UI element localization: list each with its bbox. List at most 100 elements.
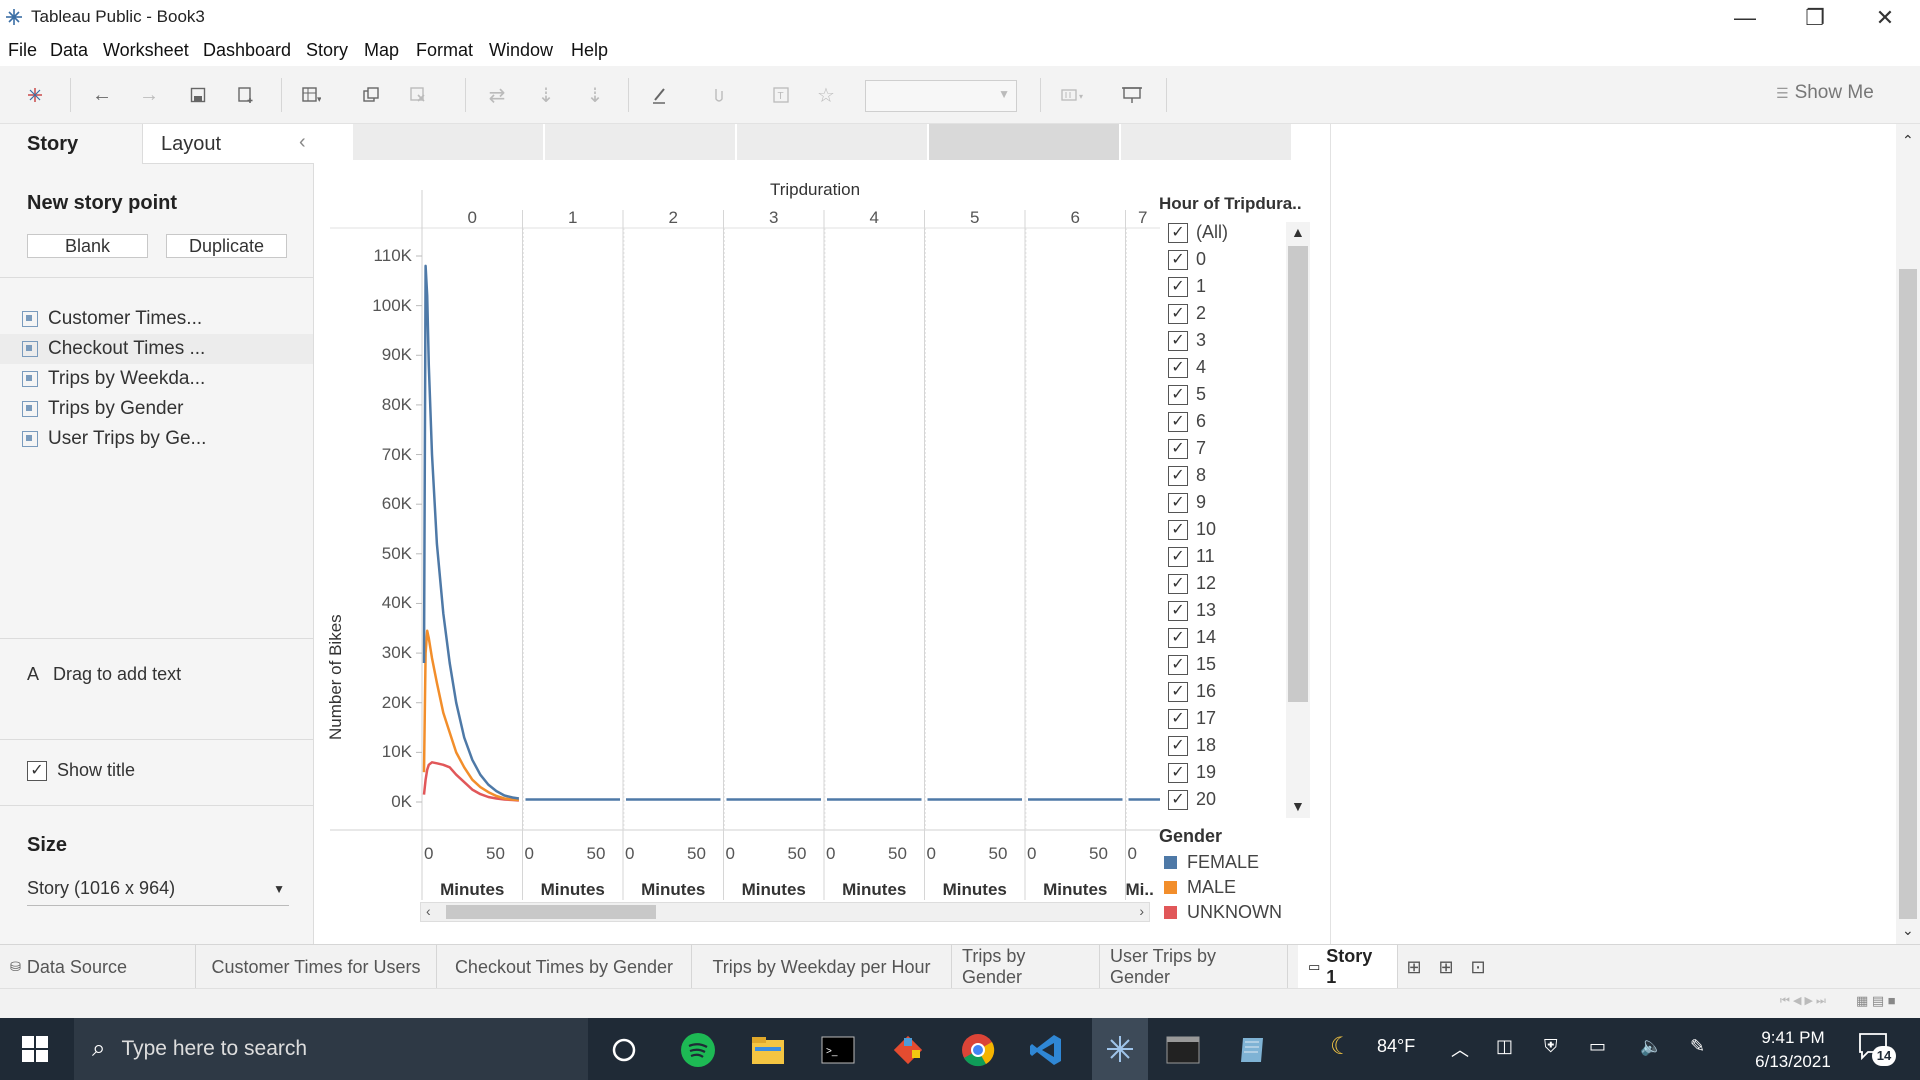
new-story-tab-icon[interactable]: ⊡: [1470, 956, 1486, 977]
filter-item-1[interactable]: ✓ 1: [1168, 276, 1206, 297]
tab-customer-times-for-users[interactable]: Customer Times for Users: [196, 945, 437, 989]
menu-window[interactable]: Window: [489, 40, 554, 60]
save-icon[interactable]: [185, 82, 211, 108]
filter-item-18[interactable]: ✓ 18: [1168, 735, 1216, 756]
checkbox-checked-icon[interactable]: ✓: [1168, 330, 1188, 351]
filter-item-2[interactable]: ✓ 2: [1168, 303, 1206, 324]
sheet-item-checkout-times[interactable]: Checkout Times ...: [0, 334, 313, 364]
filter-item-all[interactable]: ✓ (All): [1168, 222, 1228, 243]
weather-moon-icon[interactable]: ☾: [1330, 1033, 1352, 1060]
sheet-item-trips-by-weekday[interactable]: Trips by Weekda...: [22, 364, 205, 394]
menu-file[interactable]: File: [8, 40, 38, 60]
checkbox-checked-icon[interactable]: ✓: [1168, 519, 1188, 540]
tab-nav-arrows-icon[interactable]: ⏮ ◀ ▶ ⏭: [1780, 995, 1826, 1007]
filter-item-3[interactable]: ✓ 3: [1168, 330, 1206, 351]
chrome-icon[interactable]: [958, 1030, 998, 1070]
filter-item-9[interactable]: ✓ 9: [1168, 492, 1206, 513]
sheet-item-customer-times[interactable]: Customer Times...: [22, 304, 202, 334]
checkbox-checked-icon[interactable]: ✓: [1168, 546, 1188, 567]
main-scrollbar-thumb[interactable]: [1899, 269, 1917, 919]
checkbox-checked-icon[interactable]: ✓: [1168, 654, 1188, 675]
fit-combo[interactable]: ▼: [865, 80, 1017, 112]
tableau-taskbar-icon[interactable]: [1092, 1018, 1148, 1080]
clock[interactable]: 9:41 PM 6/13/2021: [1738, 1026, 1848, 1074]
sheet-item-user-trips-by-gender[interactable]: User Trips by Ge...: [22, 424, 206, 454]
weather-temperature[interactable]: 84°F: [1377, 1036, 1416, 1056]
filter-item-16[interactable]: ✓ 16: [1168, 681, 1216, 702]
show-me-button[interactable]: ☰ Show Me: [1776, 82, 1874, 104]
add-datasource-icon[interactable]: [233, 82, 259, 108]
file-explorer-icon[interactable]: [748, 1030, 788, 1070]
checkbox-checked-icon[interactable]: ✓: [1168, 789, 1188, 810]
fix-axes-icon[interactable]: ☆: [817, 84, 835, 107]
menu-dashboard[interactable]: Dashboard: [203, 40, 292, 60]
checkbox-checked-icon[interactable]: ✓: [1168, 276, 1188, 297]
checkbox-checked-icon[interactable]: ✓: [1168, 357, 1188, 378]
notification-center-icon[interactable]: 14: [1858, 1032, 1898, 1068]
filter-item-7[interactable]: ✓ 7: [1168, 438, 1206, 459]
cmd-icon[interactable]: [1163, 1030, 1203, 1070]
git-kraken-icon[interactable]: [888, 1030, 928, 1070]
new-worksheet-icon[interactable]: ▾: [298, 82, 324, 108]
tab-data-source[interactable]: ⛁ Data Source: [0, 945, 196, 989]
checkbox-checked-icon[interactable]: ✓: [1168, 492, 1188, 513]
filter-item-13[interactable]: ✓ 13: [1168, 600, 1216, 621]
filter-item-19[interactable]: ✓ 19: [1168, 762, 1216, 783]
tray-chevron-up-icon[interactable]: ︿: [1451, 1040, 1469, 1060]
tab-layout[interactable]: Layout ‹: [142, 124, 314, 164]
menu-format[interactable]: Format: [416, 40, 474, 60]
filter-item-0[interactable]: ✓ 0: [1168, 249, 1206, 270]
checkbox-checked-icon[interactable]: ✓: [1168, 438, 1188, 459]
terminal-icon[interactable]: >_: [818, 1030, 858, 1070]
sheet-item-trips-by-gender[interactable]: Trips by Gender: [22, 394, 184, 424]
tab-trips-by-gender[interactable]: Trips by Gender: [952, 945, 1100, 989]
filter-scrollbar[interactable]: ▲ ▼: [1286, 222, 1310, 818]
duplicate-sheet-icon[interactable]: [358, 82, 384, 108]
checkbox-checked-icon[interactable]: ✓: [1168, 384, 1188, 405]
cortana-icon[interactable]: [604, 1030, 644, 1070]
menu-data[interactable]: Data: [50, 40, 89, 60]
tab-story[interactable]: Story: [0, 124, 142, 164]
vscode-icon[interactable]: [1026, 1030, 1066, 1070]
checkbox-checked-icon[interactable]: ✓: [1168, 411, 1188, 432]
checkbox-checked-icon[interactable]: ✓: [1168, 762, 1188, 783]
tableau-logo-icon[interactable]: [22, 82, 48, 108]
minimize-button[interactable]: —: [1734, 4, 1756, 30]
filter-item-11[interactable]: ✓ 11: [1168, 546, 1215, 567]
main-vertical-scrollbar[interactable]: ⌃ ⌄: [1896, 124, 1920, 944]
checkbox-checked-icon[interactable]: ✓: [1168, 249, 1188, 270]
sort-desc-icon[interactable]: ⇣: [586, 84, 604, 107]
scroll-up-icon[interactable]: ⌃: [1902, 132, 1914, 148]
close-button[interactable]: ✕: [1875, 4, 1895, 30]
checkbox-checked-icon[interactable]: ✓: [1168, 735, 1188, 756]
filter-item-12[interactable]: ✓ 12: [1168, 573, 1216, 594]
scroll-left-icon[interactable]: ‹: [426, 903, 431, 919]
windows-start-icon[interactable]: [22, 1036, 48, 1062]
filter-item-8[interactable]: ✓ 8: [1168, 465, 1206, 486]
scrollbar-thumb[interactable]: [446, 905, 656, 919]
notepad-icon[interactable]: [1233, 1030, 1273, 1070]
checkbox-checked-icon[interactable]: ✓: [1168, 600, 1188, 621]
meet-now-icon[interactable]: ◫: [1496, 1036, 1514, 1056]
blank-button[interactable]: Blank: [27, 234, 148, 258]
group-icon[interactable]: [706, 82, 732, 108]
collapse-pane-icon[interactable]: ‹: [299, 131, 306, 153]
presentation-icon[interactable]: [1119, 82, 1145, 108]
checkbox-checked-icon[interactable]: ✓: [1168, 465, 1188, 486]
filter-scrollbar-thumb[interactable]: [1288, 246, 1308, 702]
view-grid-icon[interactable]: ▦ ▤ ■: [1856, 993, 1896, 1008]
duplicate-button[interactable]: Duplicate: [166, 234, 287, 258]
checkbox-checked-icon[interactable]: ✓: [1168, 708, 1188, 729]
tab-story-1[interactable]: ▭ Story 1: [1298, 945, 1398, 989]
legend-item-male[interactable]: MALE: [1164, 877, 1236, 898]
menu-story[interactable]: Story: [306, 40, 349, 60]
tab-checkout-times-by-gender[interactable]: Checkout Times by Gender: [437, 945, 692, 989]
forward-icon[interactable]: →: [139, 83, 159, 106]
filter-item-15[interactable]: ✓ 15: [1168, 654, 1216, 675]
checkbox-checked-icon[interactable]: ✓: [1168, 627, 1188, 648]
story-point-nav-5[interactable]: [1121, 124, 1291, 160]
security-icon[interactable]: ⛨: [1544, 1036, 1558, 1056]
menu-map[interactable]: Map: [364, 40, 400, 60]
pen-icon[interactable]: ✎: [1690, 1036, 1706, 1056]
chart-horizontal-scrollbar[interactable]: ‹ ›: [420, 902, 1150, 922]
